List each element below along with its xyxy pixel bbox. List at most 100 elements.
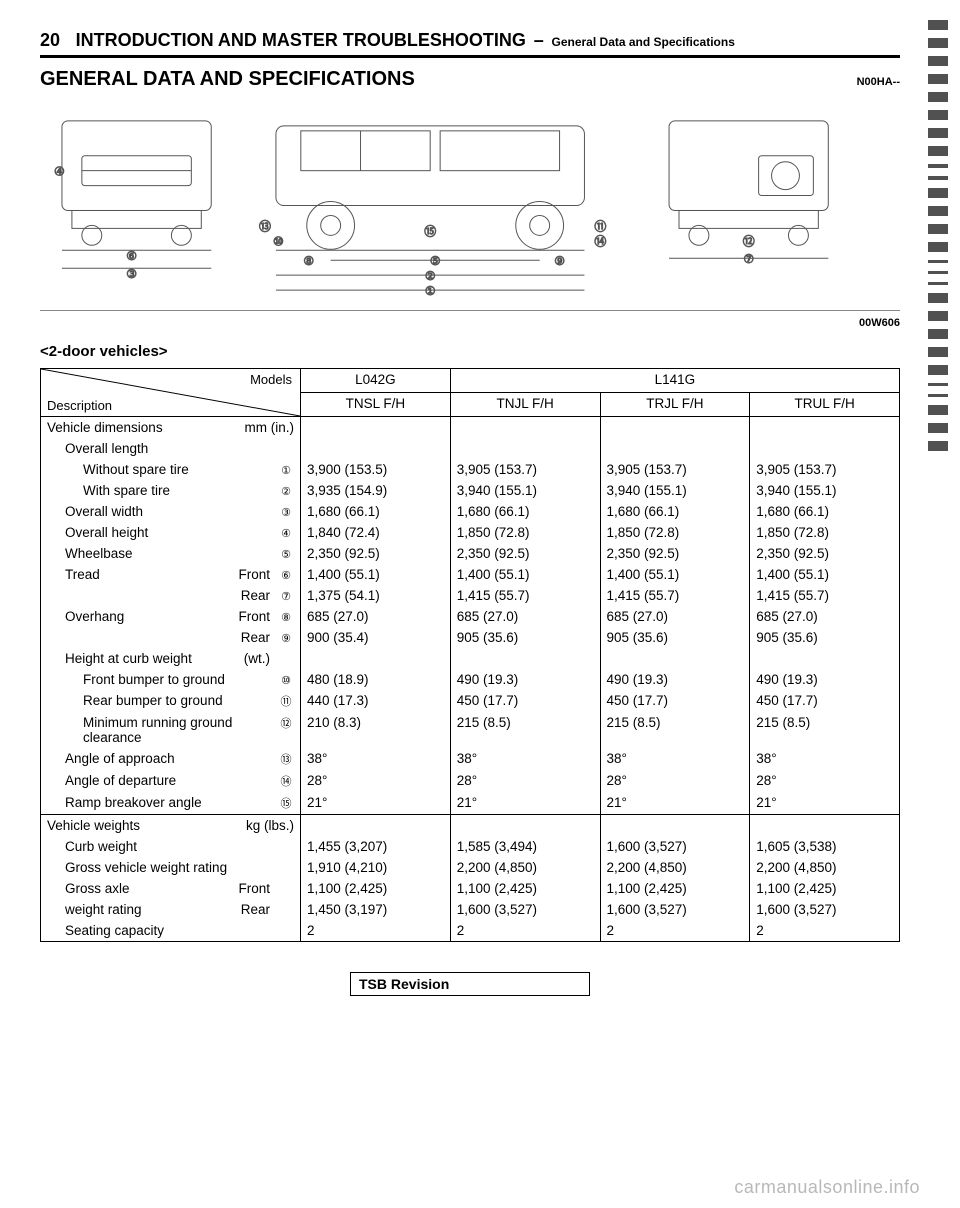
- svg-text:⑫: ⑫: [743, 234, 755, 248]
- row-label: Rear⑦: [41, 585, 301, 606]
- row-label: Seating capacity: [41, 920, 301, 942]
- data-cell: 905 (35.6): [600, 627, 750, 648]
- data-cell: 28°: [750, 770, 900, 792]
- data-cell: 2,350 (92.5): [600, 543, 750, 564]
- data-cell: 1,680 (66.1): [301, 501, 451, 522]
- separator: –: [534, 30, 544, 50]
- main-heading: GENERAL DATA AND SPECIFICATIONS: [40, 68, 415, 91]
- row-label: Gross axleFront: [41, 878, 301, 899]
- section-heading: Vehicle weightskg (lbs.): [41, 815, 301, 837]
- svg-text:②: ②: [425, 269, 436, 283]
- data-cell: [450, 648, 600, 669]
- models-description-cell: ModelsDescription: [41, 369, 301, 417]
- row-label: Rear⑨: [41, 627, 301, 648]
- svg-text:①: ①: [425, 284, 436, 298]
- row-label: With spare tire②: [41, 480, 301, 501]
- data-cell: 1,100 (2,425): [600, 878, 750, 899]
- svg-text:④: ④: [54, 165, 65, 179]
- data-cell: [600, 438, 750, 459]
- data-cell: 3,935 (154.9): [301, 480, 451, 501]
- data-cell: 3,940 (155.1): [600, 480, 750, 501]
- row-label: TreadFront⑥: [41, 564, 301, 585]
- row-label: Ramp breakover angle⑮: [41, 792, 301, 815]
- data-cell: 3,905 (153.7): [750, 459, 900, 480]
- row-label: Without spare tire①: [41, 459, 301, 480]
- svg-text:⑩: ⑩: [273, 234, 284, 248]
- data-cell: [600, 648, 750, 669]
- spec-table: ModelsDescriptionL042GL141GTNSL F/HTNJL …: [40, 368, 900, 942]
- data-cell: 1,910 (4,210): [301, 857, 451, 878]
- data-cell: 1,600 (3,527): [600, 899, 750, 920]
- row-label: OverhangFront⑧: [41, 606, 301, 627]
- data-cell: 1,375 (54.1): [301, 585, 451, 606]
- data-cell: 450 (17.7): [750, 690, 900, 712]
- data-cell: 685 (27.0): [301, 606, 451, 627]
- data-cell: 685 (27.0): [450, 606, 600, 627]
- scan-artifacts: [928, 20, 952, 1180]
- row-label: Gross vehicle weight rating: [41, 857, 301, 878]
- data-cell: 3,940 (155.1): [750, 480, 900, 501]
- data-cell: 2,350 (92.5): [301, 543, 451, 564]
- data-cell: 2,350 (92.5): [750, 543, 900, 564]
- svg-text:⑭: ⑭: [594, 234, 606, 248]
- data-cell: 1,100 (2,425): [301, 878, 451, 899]
- data-cell: 1,415 (55.7): [450, 585, 600, 606]
- data-cell: 21°: [301, 792, 451, 815]
- data-cell: [301, 438, 451, 459]
- data-cell: 215 (8.5): [600, 712, 750, 748]
- row-label: Angle of departure⑭: [41, 770, 301, 792]
- svg-text:⑧: ⑧: [303, 254, 314, 268]
- data-cell: 490 (19.3): [450, 669, 600, 690]
- svg-text:③: ③: [126, 267, 137, 281]
- row-label: Overall length: [41, 438, 301, 459]
- data-cell: 2,350 (92.5): [450, 543, 600, 564]
- data-cell: 210 (8.3): [301, 712, 451, 748]
- diagram-code: 00W606: [40, 317, 900, 329]
- data-cell: 215 (8.5): [450, 712, 600, 748]
- data-cell: 1,585 (3,494): [450, 836, 600, 857]
- row-label: Overall width③: [41, 501, 301, 522]
- data-cell: 38°: [450, 748, 600, 770]
- data-cell: 1,400 (55.1): [750, 564, 900, 585]
- row-label: Minimum running ground clearance⑫: [41, 712, 301, 748]
- data-cell: 1,600 (3,527): [600, 836, 750, 857]
- svg-text:⑥: ⑥: [126, 249, 137, 263]
- data-cell: 2: [450, 920, 600, 942]
- data-cell: 1,415 (55.7): [600, 585, 750, 606]
- row-label: Angle of approach⑬: [41, 748, 301, 770]
- data-cell: 1,450 (3,197): [301, 899, 451, 920]
- data-cell: 1,680 (66.1): [450, 501, 600, 522]
- data-cell: 21°: [600, 792, 750, 815]
- row-label: Wheelbase⑤: [41, 543, 301, 564]
- data-cell: 1,100 (2,425): [450, 878, 600, 899]
- data-cell: 1,415 (55.7): [750, 585, 900, 606]
- data-cell: 38°: [600, 748, 750, 770]
- svg-text:⑮: ⑮: [424, 224, 436, 238]
- row-label: weight ratingRear: [41, 899, 301, 920]
- data-cell: 1,605 (3,538): [750, 836, 900, 857]
- svg-text:⑤: ⑤: [430, 254, 441, 268]
- section-title: INTRODUCTION AND MASTER TROUBLESHOOTING: [76, 30, 526, 50]
- data-cell: 1,680 (66.1): [750, 501, 900, 522]
- data-cell: 1,850 (72.8): [600, 522, 750, 543]
- row-label: Overall height④: [41, 522, 301, 543]
- page-header: 20 INTRODUCTION AND MASTER TROUBLESHOOTI…: [40, 30, 900, 58]
- data-cell: 28°: [301, 770, 451, 792]
- ref-code-top: N00HA--: [857, 76, 900, 88]
- row-label: Front bumper to ground⑩: [41, 669, 301, 690]
- data-cell: 2: [301, 920, 451, 942]
- data-cell: 1,600 (3,527): [750, 899, 900, 920]
- data-cell: 450 (17.7): [600, 690, 750, 712]
- section-heading: Vehicle dimensionsmm (in.): [41, 417, 301, 439]
- svg-text:⑬: ⑬: [259, 219, 271, 233]
- data-cell: 490 (19.3): [600, 669, 750, 690]
- data-cell: 3,940 (155.1): [450, 480, 600, 501]
- data-cell: 1,400 (55.1): [600, 564, 750, 585]
- data-cell: 440 (17.3): [301, 690, 451, 712]
- data-cell: 3,905 (153.7): [450, 459, 600, 480]
- row-label: Rear bumper to ground⑪: [41, 690, 301, 712]
- data-cell: 28°: [450, 770, 600, 792]
- data-cell: 1,850 (72.8): [750, 522, 900, 543]
- data-cell: 2,200 (4,850): [600, 857, 750, 878]
- data-cell: 2: [600, 920, 750, 942]
